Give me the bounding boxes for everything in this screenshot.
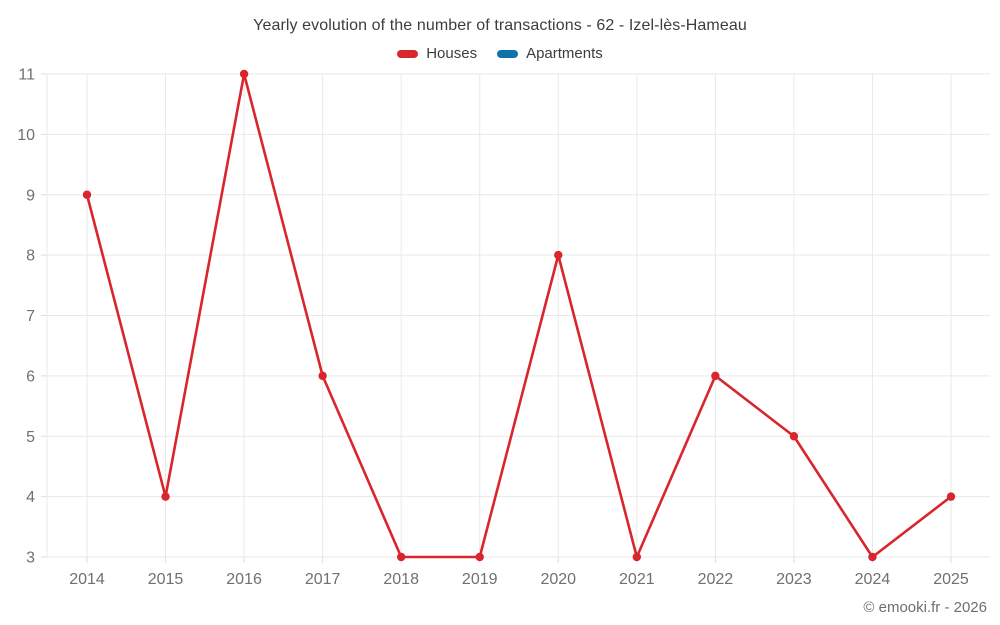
svg-text:2024: 2024 (855, 571, 891, 588)
houses-swatch-icon (397, 49, 419, 58)
svg-text:2014: 2014 (69, 571, 105, 588)
data-point-houses-2024[interactable] (868, 552, 877, 562)
svg-text:4: 4 (26, 489, 35, 506)
svg-text:2021: 2021 (619, 571, 655, 588)
data-point-houses-2023[interactable] (789, 432, 799, 441)
data-point-houses-2015[interactable] (161, 492, 170, 501)
svg-text:2025: 2025 (933, 571, 969, 588)
data-point-houses-2022[interactable] (711, 371, 720, 381)
svg-text:2020: 2020 (540, 571, 576, 588)
series-houses (82, 69, 956, 562)
data-point-houses-2019[interactable] (475, 552, 484, 562)
gridlines (41, 73, 990, 563)
chart-title: Yearly evolution of the number of transa… (253, 17, 747, 34)
svg-text:2018: 2018 (383, 571, 419, 588)
data-point-houses-2020[interactable] (554, 250, 563, 260)
svg-text:7: 7 (26, 308, 35, 325)
data-point-houses-2021[interactable] (632, 552, 642, 562)
legend-label-apartments: Apartments (526, 45, 603, 62)
legend: Houses Apartments (0, 45, 1000, 62)
svg-text:5: 5 (26, 429, 35, 446)
svg-text:2015: 2015 (148, 571, 184, 588)
data-point-houses-2025[interactable] (946, 492, 956, 501)
data-point-houses-2016[interactable] (239, 69, 249, 79)
data-point-houses-2018[interactable] (396, 552, 406, 562)
svg-text:2016: 2016 (226, 571, 262, 588)
legend-item-houses[interactable]: Houses (397, 45, 477, 62)
legend-label-houses: Houses (426, 45, 478, 62)
svg-text:3: 3 (26, 550, 35, 567)
apartments-swatch-icon (497, 49, 519, 58)
svg-text:2023: 2023 (776, 571, 812, 588)
svg-text:10: 10 (17, 127, 35, 144)
svg-text:9: 9 (26, 187, 35, 204)
svg-text:11: 11 (18, 67, 35, 84)
svg-text:8: 8 (26, 248, 35, 265)
svg-text:6: 6 (26, 368, 35, 385)
svg-text:2017: 2017 (305, 571, 341, 588)
copyright-label: © emooki.fr - 2026 (863, 599, 987, 616)
data-point-houses-2014[interactable] (82, 190, 92, 199)
svg-text:2022: 2022 (698, 571, 734, 588)
legend-item-apartments[interactable]: Apartments (497, 45, 603, 62)
svg-text:2019: 2019 (462, 571, 498, 588)
data-point-houses-2017[interactable] (318, 371, 327, 381)
axis-labels: 3 4 5 6 7 8 9 10 11 2014 2015 2016 2017 2018 2019 2020 2… (17, 67, 969, 589)
